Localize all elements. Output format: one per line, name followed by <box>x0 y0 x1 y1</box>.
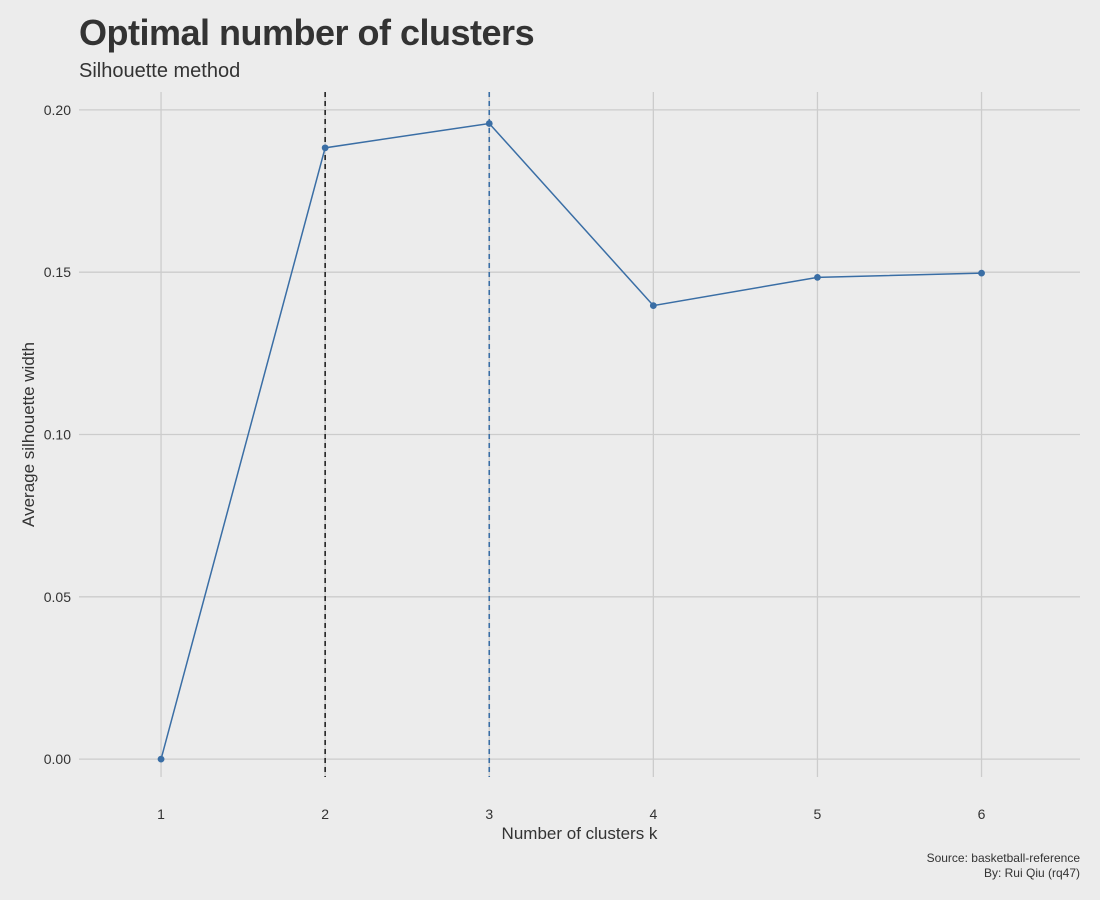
y-tick-label: 0.10 <box>44 427 71 443</box>
data-point <box>978 269 985 277</box>
caption: Source: basketball-reference By: Rui Qiu… <box>927 851 1080 881</box>
series-layer <box>157 120 985 763</box>
x-tick-label: 6 <box>978 806 986 822</box>
x-tick-label: 1 <box>157 806 165 822</box>
x-tick-label: 5 <box>814 806 822 822</box>
y-tick-label: 0.00 <box>44 751 71 767</box>
tick-labels: 0.00 0.05 0.10 0.15 0.20 1 2 3 4 5 6 <box>44 102 986 822</box>
data-point <box>814 273 821 281</box>
y-tick-label: 0.20 <box>44 102 71 118</box>
reference-lines <box>324 92 491 777</box>
caption-source: Source: basketball-reference <box>926 851 1080 865</box>
data-point <box>485 120 493 127</box>
x-tick-label: 2 <box>321 806 329 822</box>
y-axis-title: Average silhouette width <box>19 342 38 527</box>
grid-layer <box>79 92 1080 777</box>
x-axis-title: Number of clusters k <box>502 824 658 843</box>
caption-author: By: Rui Qiu (rq47) <box>983 866 1080 880</box>
y-tick-label: 0.15 <box>44 264 71 280</box>
x-tick-label: 3 <box>485 806 493 822</box>
chart-subtitle: Silhouette method <box>79 60 241 82</box>
data-point <box>157 755 165 763</box>
chart-title: Optimal number of clusters <box>79 12 535 53</box>
data-point <box>649 302 657 310</box>
series-line <box>160 122 982 760</box>
y-tick-label: 0.05 <box>44 589 71 605</box>
x-tick-label: 4 <box>649 806 657 822</box>
data-point <box>321 144 329 152</box>
